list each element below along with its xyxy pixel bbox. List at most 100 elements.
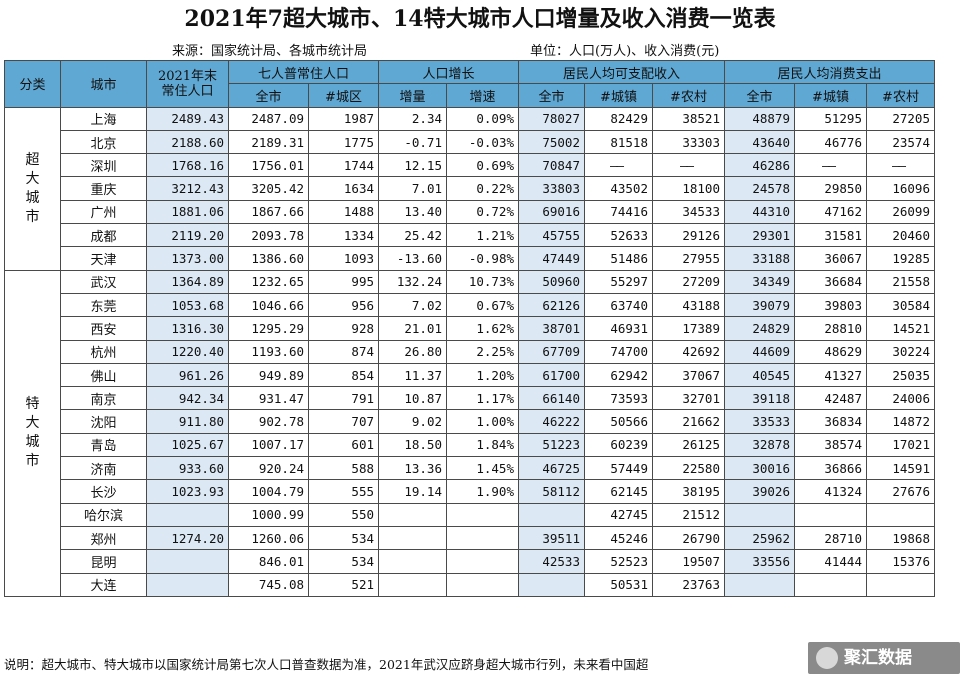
value-cell: 66140	[518, 386, 585, 411]
value-cell: 1744	[308, 153, 379, 178]
value-cell: 1.21%	[446, 223, 519, 248]
value-cell: 933.60	[146, 456, 229, 481]
value-cell	[724, 572, 795, 597]
value-cell: 10.73%	[446, 269, 519, 294]
page-title: 2021年7超大城市、14特大城市人口增量及收入消费一览表	[184, 6, 776, 32]
value-cell: 28810	[794, 316, 867, 341]
value-cell: 50531	[584, 572, 653, 597]
category-label: 特大城市	[25, 396, 40, 470]
city-cell: 昆明	[60, 549, 147, 574]
table-row: 长沙 1023.93 1004.79 555 19.14 1.90% 58112 62145 3…	[5, 479, 935, 504]
city-cell: 南京	[60, 386, 147, 411]
table-row: 北京 2188.60 2189.31 1775 -0.71 -0.03% 75002 8151…	[5, 129, 935, 155]
value-cell: 42692	[652, 339, 725, 364]
value-cell	[866, 502, 935, 527]
value-cell: 534	[308, 549, 379, 574]
value-cell: 44310	[724, 199, 795, 225]
table-row: 特大城市 武汉 1364.89 1232.65 995 132.24 10.73% 50960…	[4, 269, 935, 597]
city-cell: 沈阳	[60, 409, 147, 434]
value-cell: 2.34	[378, 106, 447, 131]
value-cell: 1386.60	[228, 246, 309, 271]
value-cell: 928	[308, 316, 379, 341]
city-cell: 杭州	[60, 339, 147, 364]
value-cell: ——	[584, 153, 653, 178]
city-cell: 哈尔滨	[60, 502, 147, 527]
value-cell: 1.45%	[446, 456, 519, 481]
value-cell: 39118	[724, 386, 795, 411]
value-cell: 78027	[518, 106, 585, 131]
value-cell: 36834	[794, 409, 867, 434]
watermark-logo-icon	[816, 647, 838, 669]
header-consumption-town: #城镇	[794, 83, 867, 108]
value-cell: 1775	[308, 129, 379, 155]
value-cell: 43502	[584, 176, 653, 201]
value-cell: 63740	[584, 292, 653, 318]
table-row: 哈尔滨 1000.99 550 42745 21512	[5, 502, 935, 527]
value-cell	[146, 549, 229, 574]
value-cell: 12.15	[378, 153, 447, 178]
header-income-all: 全市	[518, 83, 585, 108]
value-cell: 74416	[584, 199, 653, 225]
value-cell: 48629	[794, 339, 867, 364]
value-cell: 18.50	[378, 432, 447, 458]
value-cell: 3212.43	[146, 176, 229, 201]
value-cell: 39026	[724, 479, 795, 504]
value-cell: 75002	[518, 129, 585, 155]
value-cell: 1007.17	[228, 432, 309, 458]
value-cell: 81518	[584, 129, 653, 155]
value-cell: 41444	[794, 549, 867, 574]
table-row: 昆明 846.01 534 42533 52523 19507 33556 41444 1537…	[5, 549, 935, 574]
city-cell: 西安	[60, 316, 147, 341]
value-cell: 51486	[584, 246, 653, 271]
value-cell: 27205	[866, 106, 935, 131]
value-cell: 1220.40	[146, 339, 229, 364]
value-cell: 745.08	[228, 572, 309, 597]
value-cell: 46222	[518, 409, 585, 434]
value-cell: 7.02	[378, 292, 447, 318]
value-cell: 23763	[652, 572, 725, 597]
city-cell: 广州	[60, 199, 147, 225]
value-cell: 1.84%	[446, 432, 519, 458]
value-cell: 20460	[866, 223, 935, 248]
value-cell: 0.69%	[446, 153, 519, 178]
value-cell: 23574	[866, 129, 935, 155]
value-cell	[378, 502, 447, 527]
value-cell: 44609	[724, 339, 795, 364]
header-income: 居民人均可支配收入	[518, 59, 725, 85]
value-cell: 26125	[652, 432, 725, 458]
value-cell: 43188	[652, 292, 725, 318]
value-cell: 37067	[652, 362, 725, 388]
value-cell: 48879	[724, 106, 795, 131]
value-cell: 46776	[794, 129, 867, 155]
value-cell: 1334	[308, 223, 379, 248]
header-growth: 人口增长	[378, 59, 519, 85]
header-growth-amount: 增量	[378, 83, 447, 108]
watermark: 聚汇数据	[808, 642, 960, 674]
value-cell: 14872	[866, 409, 935, 434]
value-cell: 38574	[794, 432, 867, 458]
header-pop2021-line2: 常住人口	[161, 83, 214, 99]
table-row: 佛山 961.26 949.89 854 11.37 1.20% 61700 62942 370…	[5, 362, 935, 388]
value-cell: 1274.20	[146, 525, 229, 551]
value-cell	[794, 572, 867, 597]
value-cell	[146, 502, 229, 527]
table-row: 杭州 1220.40 1193.60 874 26.80 2.25% 67709 74700 4…	[5, 339, 935, 364]
value-cell: 521	[308, 572, 379, 597]
value-cell: 902.78	[228, 409, 309, 434]
header-consumption-all: 全市	[724, 83, 795, 108]
value-cell: 24006	[866, 386, 935, 411]
value-cell: 534	[308, 525, 379, 551]
value-cell: 13.36	[378, 456, 447, 481]
value-cell: 43640	[724, 129, 795, 155]
value-cell: 45755	[518, 223, 585, 248]
value-cell: 45246	[584, 525, 653, 551]
value-cell	[146, 572, 229, 597]
value-cell: 42745	[584, 502, 653, 527]
header-pop2021-line1: 2021年末	[157, 68, 218, 84]
source-text: 来源：国家统计局、各城市统计局	[172, 44, 368, 59]
value-cell: 33533	[724, 409, 795, 434]
value-cell: 27209	[652, 269, 725, 294]
value-cell: 17389	[652, 316, 725, 341]
value-cell: 41324	[794, 479, 867, 504]
value-cell: 51223	[518, 432, 585, 458]
